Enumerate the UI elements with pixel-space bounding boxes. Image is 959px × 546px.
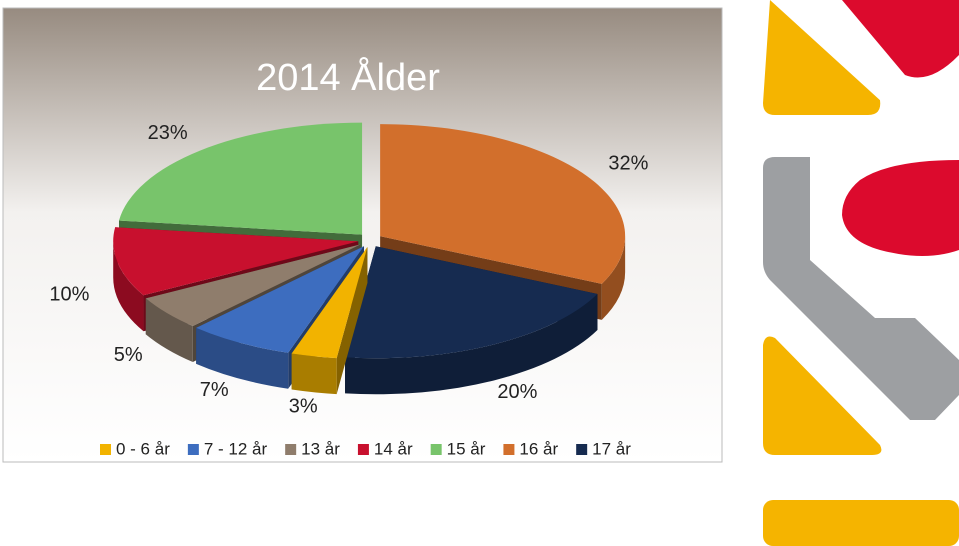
slice <box>345 246 598 359</box>
slice-wall <box>291 353 337 395</box>
legend-label: 17 år <box>592 439 631 458</box>
legend-label: 15 år <box>447 439 486 458</box>
legend-label: 0 - 6 år <box>116 439 170 458</box>
legend-swatch <box>100 444 111 455</box>
legend-swatch <box>576 444 588 455</box>
logo-yellow-mid <box>763 336 882 455</box>
data-label: 32% <box>608 152 648 174</box>
slice-wall <box>113 241 144 332</box>
logo-yellow-bottom <box>763 500 959 546</box>
data-label: 23% <box>148 122 188 144</box>
logo-red-mid <box>842 160 959 256</box>
legend-label: 13 år <box>301 439 340 458</box>
slice <box>291 247 368 359</box>
legend-swatch <box>187 444 199 455</box>
slice <box>196 246 364 353</box>
legend: 0 - 6 år 7 - 12 år 13 år 14 år 15 år 16 år 17 … <box>100 439 631 458</box>
slice-wall <box>145 298 193 363</box>
slice-wall <box>601 236 626 320</box>
data-label: 7% <box>200 379 229 401</box>
logo-red-top <box>842 0 959 78</box>
data-label: 5% <box>114 344 143 366</box>
legend-swatch <box>357 444 369 455</box>
legend-label: 16 år <box>519 439 558 458</box>
slice-wall <box>196 327 289 389</box>
data-label: 3% <box>289 395 318 417</box>
logo-gray <box>763 157 959 420</box>
legend-swatch <box>430 444 442 455</box>
legend-label: 14 år <box>374 439 413 458</box>
slice <box>145 244 361 327</box>
legend-label: 7 - 12 år <box>204 439 268 458</box>
plot: 3% 7% 5% 10% 23% 32% 20% <box>49 122 648 417</box>
legend-swatch <box>285 444 297 455</box>
slice-wall <box>345 293 598 395</box>
chart-title: 2014 Ålder <box>256 55 440 99</box>
data-label: 10% <box>49 284 89 306</box>
legend-swatch <box>503 444 515 455</box>
data-label: 20% <box>497 381 537 403</box>
slice <box>118 122 363 235</box>
slice <box>380 124 626 284</box>
logo-cut <box>770 0 882 102</box>
slice <box>113 227 359 296</box>
